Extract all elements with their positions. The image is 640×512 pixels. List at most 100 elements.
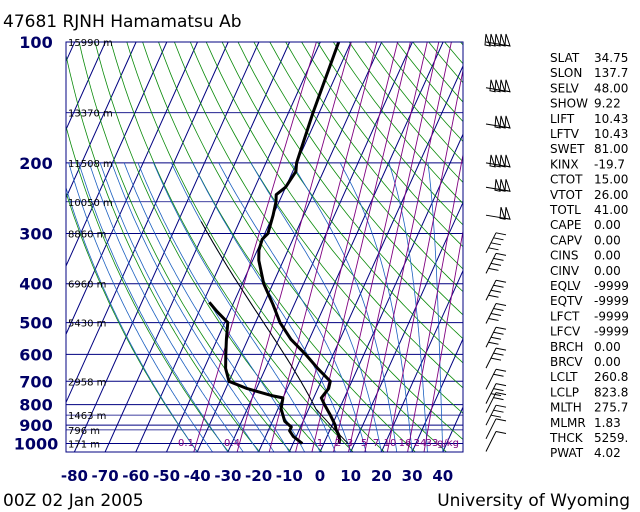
wind-barb-icon <box>485 232 507 254</box>
index-value: -9999 <box>594 309 629 323</box>
pressure-tick-label: 300 <box>19 225 52 244</box>
index-name: SWET <box>550 142 585 156</box>
temperature-tick-label: 30 <box>402 467 423 485</box>
pressure-tick-label: 100 <box>19 33 52 52</box>
index-value: 0.00 <box>594 355 621 369</box>
mixing-ratio-line <box>348 42 440 452</box>
isotherm-line <box>66 42 137 199</box>
mixing-ratio-label: 10 <box>384 438 397 449</box>
temperature-tick-label: -70 <box>92 467 119 485</box>
mixing-ratio-label: 16 <box>399 438 412 449</box>
dry-adiabat-line <box>126 42 385 452</box>
mixing-ratio-label: 0.1 <box>178 438 194 449</box>
mixing-ratio-line <box>268 42 378 452</box>
pressure-tick-label: 900 <box>19 416 52 435</box>
index-value: 0.00 <box>594 218 621 232</box>
mixing-ratio-label: 7 <box>373 438 379 449</box>
wind-barb-icon <box>485 368 507 390</box>
index-value: 137.7 <box>594 66 628 80</box>
dry-adiabat-line <box>66 53 261 452</box>
temperature-tick-label: -10 <box>276 467 303 485</box>
moist-adiabat-line <box>123 162 290 452</box>
index-name: SLON <box>550 66 582 80</box>
isotherm-line <box>135 42 321 452</box>
index-name: CTOT <box>550 173 583 187</box>
index-name: TOTL <box>549 203 581 217</box>
mixing-ratio-label: 33 <box>426 438 439 449</box>
index-value: -9999 <box>594 279 629 293</box>
index-name: LCLP <box>550 385 579 399</box>
station-title: 47681 RJNH Hamamatsu Ab <box>3 12 242 32</box>
dry-adiabat-line <box>269 42 463 293</box>
moist-adiabat-line <box>111 162 275 452</box>
isotherm-line <box>104 42 291 452</box>
pressure-tick-label: 500 <box>19 314 52 333</box>
mixing-ratio-label: 1 <box>317 438 323 449</box>
mixing-ratio-line <box>236 42 352 452</box>
wind-barb-icon <box>485 252 507 274</box>
wind-barb-icon <box>485 347 507 369</box>
moist-adiabat-line <box>153 162 321 452</box>
moist-adiabat-line <box>250 162 382 452</box>
wind-barb-icon <box>485 303 507 324</box>
dry-adiabat-line <box>158 42 447 452</box>
wind-barb-icon <box>485 418 507 440</box>
isotherm-line <box>288 64 463 452</box>
isotherm-line <box>0 42 13 452</box>
index-name: MLTH <box>550 401 582 415</box>
dry-adiabat-line <box>78 42 292 452</box>
index-value: -9999 <box>594 325 629 339</box>
moist-adiabat-line <box>68 162 213 452</box>
isotherm-line <box>411 337 463 452</box>
index-value: 5259. <box>594 431 628 445</box>
isotherm-line <box>73 42 260 452</box>
index-name: CAPE <box>550 218 581 232</box>
moist-adiabat-line <box>78 162 229 452</box>
height-label: 796 m <box>68 426 100 437</box>
index-value: 81.00 <box>594 142 628 156</box>
dry-adiabat-line <box>110 42 354 452</box>
mixing-ratio-line <box>193 42 317 452</box>
isotherm-line <box>66 42 106 131</box>
dry-adiabat-line <box>66 125 229 452</box>
index-value: 1.83 <box>594 416 621 430</box>
index-name: LFCV <box>550 325 581 339</box>
index-value: 26.00 <box>594 188 628 202</box>
wind-barb-icon <box>485 392 507 413</box>
moist-adiabat-line <box>137 162 305 452</box>
dry-adiabat-line <box>221 42 463 364</box>
index-value: 9.22 <box>594 97 621 111</box>
isotherm-line <box>196 42 383 452</box>
index-value: -9999 <box>594 294 629 308</box>
pressure-tick-label: 400 <box>19 275 52 294</box>
isotherm-line <box>66 42 168 268</box>
height-label: 8860 m <box>68 230 106 241</box>
index-name: CINV <box>550 264 580 278</box>
pressure-tick-label: 800 <box>19 396 52 415</box>
dry-adiabat-line <box>253 42 463 316</box>
temperature-tick-label: -30 <box>214 467 241 485</box>
height-label: 2958 m <box>68 377 106 388</box>
index-value: -19.7 <box>594 157 625 171</box>
index-value: 0.00 <box>594 249 621 263</box>
index-name: SELV <box>550 81 580 95</box>
pressure-tick-label: 200 <box>19 154 52 173</box>
temperature-profile-line <box>257 42 342 444</box>
index-name: EQTV <box>550 294 583 308</box>
wind-barb-icon <box>485 383 507 404</box>
dry-adiabat-line <box>189 42 463 414</box>
dry-adiabat-line <box>301 42 463 248</box>
temperature-tick-label: 20 <box>371 467 392 485</box>
source-label: University of Wyoming <box>437 491 630 511</box>
dry-adiabat-line <box>142 42 416 452</box>
wind-barb-icon <box>485 279 507 301</box>
moist-adiabat-line <box>99 162 259 452</box>
index-value: 10.43 <box>594 127 628 141</box>
isotherm-line <box>66 42 229 404</box>
index-name: VTOT <box>550 188 583 202</box>
index-name: SLAT <box>550 51 580 65</box>
index-value: 0.00 <box>594 264 621 278</box>
mixing-ratio-line <box>423 228 463 452</box>
dry-adiabat-line <box>94 42 323 452</box>
